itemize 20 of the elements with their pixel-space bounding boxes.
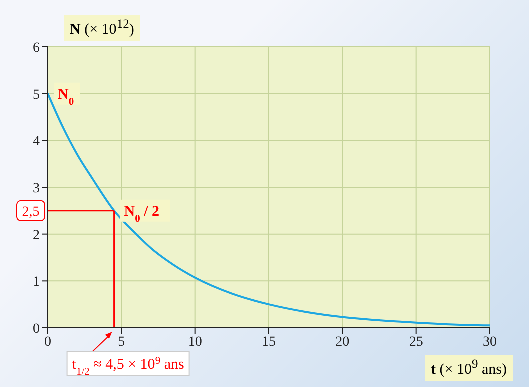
ref-line-label: 2,5 [22,204,40,220]
annotation: N$_{0}$ / 2 [124,204,160,224]
x-tick-label: 15 [262,334,276,350]
y-tick-label: 1 [33,275,40,290]
x-tick-label: 20 [336,334,350,350]
y-tick-label: 0 [33,322,40,337]
x-tick-label: 25 [409,334,424,350]
annotation: N$_{0}$ [58,86,74,108]
x-tick-label: 10 [188,334,202,350]
legend-label: t$_{1/2}$ ≈ 4,5 × 10$^{9}$ ans [72,356,184,378]
y-tick-label: 5 [33,88,40,103]
y-tick-label: 6 [33,40,40,56]
x-tick-label: 30 [483,334,497,350]
y-tick-label: 3 [33,181,40,196]
x-axis-title: t (× 10$^{9}$ ans) [425,355,513,381]
y-tick-label: 2 [33,228,40,244]
x-tick-label: 5 [118,334,126,350]
x-tick-label: 0 [44,334,52,350]
y-tick-label: 4 [33,134,40,150]
y-axis-title: N (× 10$^{12}$) [64,15,140,41]
